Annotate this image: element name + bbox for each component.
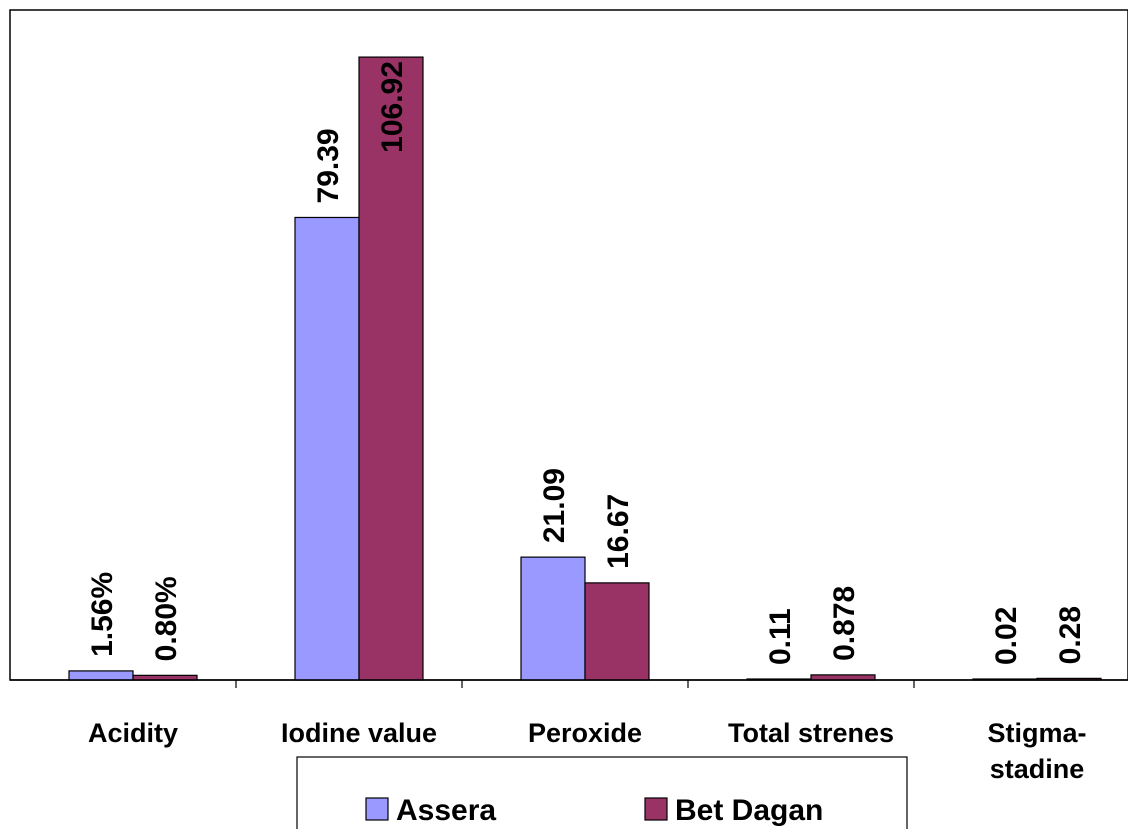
legend: Assera Bet Dagan: [296, 756, 908, 829]
category-label: Peroxide: [528, 718, 642, 748]
data-label: 0.878: [828, 586, 861, 661]
bar-bet-dagan: [584, 582, 650, 681]
data-label: 1.56%: [86, 572, 119, 657]
legend-box: [296, 756, 908, 829]
bar-assera: [520, 556, 586, 681]
legend-label: Assera: [396, 794, 496, 827]
legend-swatch: [365, 797, 389, 821]
data-label: 79.39: [312, 128, 345, 203]
data-label: 0.28: [1054, 606, 1087, 664]
category-label: stadine: [990, 754, 1085, 784]
data-label: 16.67: [602, 494, 635, 569]
data-label: 0.02: [990, 607, 1023, 665]
bar-assera: [294, 216, 360, 681]
category-label: Total strenes: [728, 718, 894, 748]
bars-layer: [68, 56, 1102, 681]
data-label: 106.92: [376, 61, 409, 153]
bar-assera: [68, 670, 134, 681]
category-label: Acidity: [88, 718, 178, 748]
data-label: 21.09: [538, 468, 571, 543]
data-label: 0.80%: [150, 576, 183, 661]
legend-swatch: [644, 797, 668, 821]
legend-label: Bet Dagan: [675, 794, 823, 827]
bar-bet-dagan: [810, 674, 876, 681]
data-label: 0.11: [764, 608, 797, 665]
data-labels-layer: 1.56% 0.80% 79.39 106.92 21.09 16.67 0.11 0.878…: [86, 61, 1087, 665]
category-label: Iodine value: [281, 718, 437, 748]
bar-bet-dagan: [358, 56, 424, 681]
category-label: Stigma-: [987, 718, 1086, 748]
